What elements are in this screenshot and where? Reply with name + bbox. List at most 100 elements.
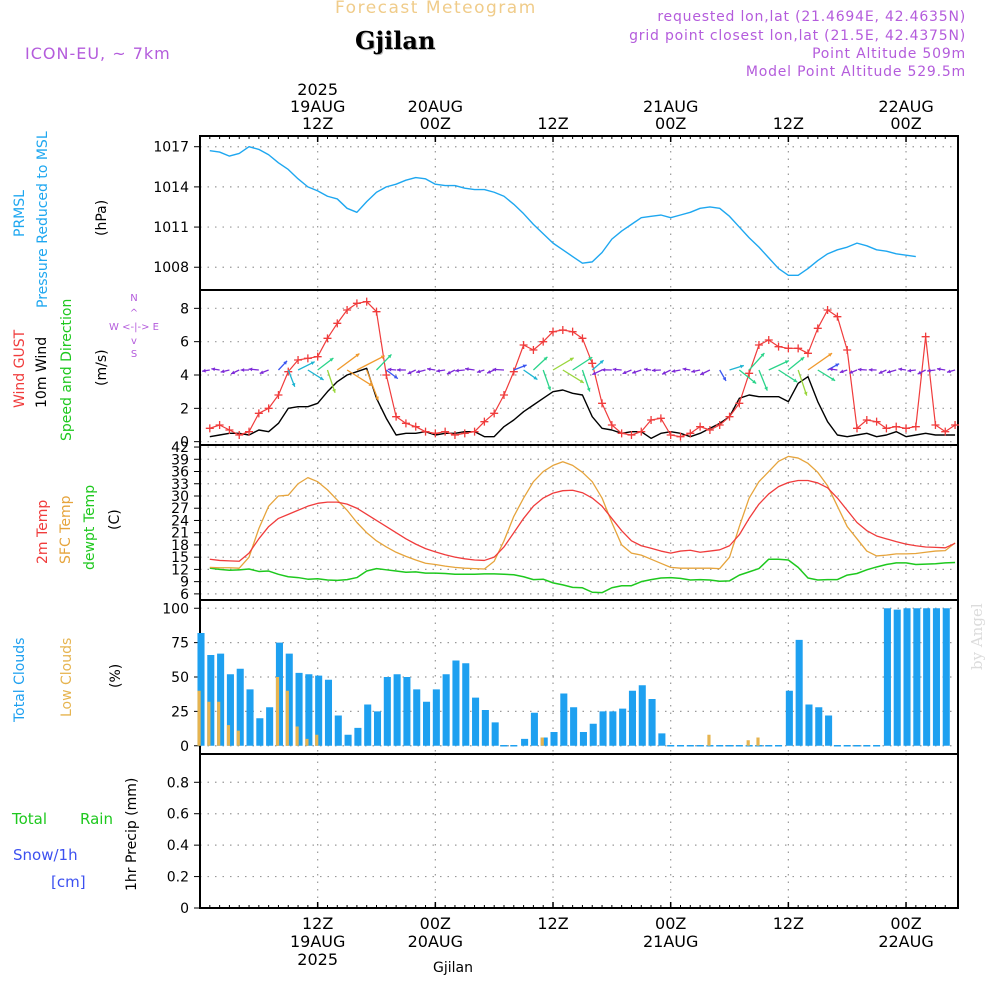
gust-marker bbox=[902, 424, 911, 433]
wind-arrow bbox=[581, 369, 591, 392]
total-cloud-bar bbox=[246, 689, 254, 746]
y-tick-label: 0.4 bbox=[167, 838, 189, 854]
gust-marker bbox=[862, 416, 871, 424]
wind-arrowhead bbox=[291, 382, 296, 387]
gust-marker bbox=[813, 324, 822, 333]
gust-marker bbox=[598, 399, 607, 408]
total-cloud-bar bbox=[344, 734, 352, 746]
total-cloud-bar bbox=[628, 690, 636, 746]
wind-arrowhead bbox=[739, 364, 744, 369]
wind-arrow bbox=[758, 369, 768, 391]
t2m-label: 2m Temp bbox=[35, 500, 51, 564]
total-cloud-bar bbox=[609, 711, 617, 746]
gust-marker bbox=[235, 431, 244, 439]
wind-arrow bbox=[768, 360, 790, 371]
total-cloud-bar bbox=[658, 733, 666, 746]
wind-arrowhead bbox=[599, 360, 604, 364]
gust-marker bbox=[264, 404, 273, 413]
gust-marker bbox=[519, 341, 528, 349]
wind-arrowhead bbox=[849, 370, 854, 374]
gust-marker bbox=[696, 422, 705, 431]
gust-marker bbox=[401, 419, 410, 428]
bottom-time-label: 20AUG bbox=[408, 932, 463, 951]
station-name: Gjilan bbox=[355, 26, 436, 55]
y-tick-label: 0.6 bbox=[167, 807, 189, 823]
total-cloud-bar bbox=[442, 674, 450, 746]
gust-marker bbox=[333, 319, 342, 328]
total-cloud-bar bbox=[805, 704, 813, 746]
gust-marker bbox=[274, 391, 283, 399]
wind-speed-line bbox=[209, 367, 956, 440]
gust-marker bbox=[215, 421, 224, 429]
total-cloud-bar bbox=[256, 718, 264, 746]
wind-arrowhead bbox=[831, 377, 836, 381]
y-tick-label: 1014 bbox=[153, 180, 189, 196]
gust-marker bbox=[362, 297, 371, 306]
wind-arrowhead bbox=[446, 370, 451, 375]
wind-arrowhead bbox=[220, 369, 225, 374]
wind-arrowhead bbox=[380, 355, 385, 360]
gust-label: Wind GUST bbox=[12, 329, 28, 408]
wind-unit-label: (m/s) bbox=[94, 349, 110, 386]
bottom-time-label: 21AUG bbox=[643, 932, 698, 951]
wind-arrowhead bbox=[878, 370, 883, 374]
low-cloud-bar bbox=[315, 734, 319, 746]
gust-marker bbox=[372, 307, 381, 316]
gust-marker bbox=[735, 399, 744, 408]
gust-marker bbox=[627, 431, 636, 439]
temp-unit-label: (C) bbox=[107, 509, 123, 530]
low-cloud-bar bbox=[236, 730, 240, 746]
gust-marker bbox=[872, 417, 881, 426]
precip-labels: Total Rain Snow/1h [cm] 1hr Precip (mm) bbox=[11, 778, 140, 891]
gust-marker bbox=[245, 427, 254, 436]
total-cloud-bar bbox=[638, 685, 646, 746]
wind-arrowhead bbox=[492, 367, 497, 372]
total-cloud-bar bbox=[373, 711, 382, 746]
y-tick-label: 2 bbox=[180, 401, 189, 417]
gust-marker bbox=[352, 299, 361, 308]
wind-arrowhead bbox=[522, 364, 527, 369]
bottom-time-label: 22AUG bbox=[878, 932, 933, 951]
wind-arrow bbox=[572, 356, 593, 371]
pressure-line bbox=[209, 146, 916, 276]
total-cloud-bar bbox=[530, 712, 538, 746]
wind-arrowhead bbox=[886, 369, 891, 374]
gust-marker bbox=[617, 429, 626, 438]
y-tick-label: 1011 bbox=[153, 220, 189, 236]
total-cloud-bar bbox=[285, 653, 293, 746]
wind-arrow bbox=[336, 353, 360, 371]
wind-labels: Wind GUST 10m Wind Speed and Direction (… bbox=[12, 293, 159, 441]
total-cloud-bar bbox=[364, 704, 372, 746]
gust-marker bbox=[754, 341, 763, 349]
wind-arrowhead bbox=[248, 367, 253, 372]
y-tick-label: 0.2 bbox=[167, 870, 189, 886]
y-tick-label: 15 bbox=[171, 550, 189, 566]
top-time-label: 22AUG bbox=[878, 97, 933, 116]
gust-marker bbox=[588, 359, 597, 368]
wind-arrow bbox=[807, 352, 833, 371]
top-time-label: 00Z bbox=[420, 114, 451, 133]
gust-marker bbox=[725, 412, 734, 421]
wind-arrow bbox=[356, 355, 385, 371]
wind-arrow bbox=[778, 369, 798, 383]
low-clouds-label: Low Clouds bbox=[59, 638, 75, 717]
wind-arrowhead bbox=[612, 367, 617, 372]
top-time-label: 19AUG bbox=[290, 97, 345, 116]
wind-arrowhead bbox=[416, 369, 421, 374]
wind-arrowhead bbox=[547, 386, 552, 391]
gust-marker bbox=[647, 416, 656, 424]
wind-arrowhead bbox=[455, 368, 459, 373]
total-cloud-bar bbox=[942, 608, 950, 746]
requested-coords: requested lon,lat (21.4694E, 42.4635N) bbox=[657, 9, 966, 25]
gust-marker bbox=[382, 371, 391, 379]
point-altitude: Point Altitude 509m bbox=[812, 46, 966, 62]
wind-arrowhead bbox=[487, 369, 492, 374]
gust-marker bbox=[803, 349, 812, 358]
gust-marker bbox=[303, 354, 312, 363]
total-cloud-bar bbox=[521, 738, 529, 746]
y-tick-label: 0 bbox=[180, 435, 189, 451]
prmsl-label: PRMSL bbox=[12, 190, 28, 237]
low-cloud-bar bbox=[207, 701, 211, 746]
wind-arrowhead bbox=[393, 375, 398, 379]
panel-frame bbox=[199, 753, 959, 909]
